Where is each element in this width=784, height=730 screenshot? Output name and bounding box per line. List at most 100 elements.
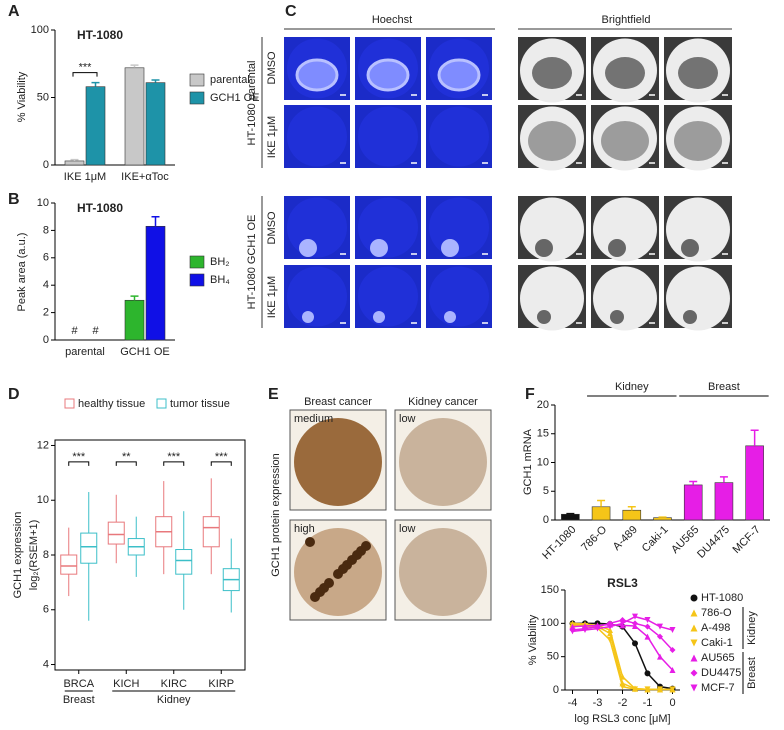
- y-tick-label: 5: [543, 485, 549, 497]
- x-tick-label: DU4475: [695, 524, 732, 561]
- point: [657, 633, 663, 640]
- legend-swatch: [189, 73, 205, 87]
- y-tick-label: 20: [537, 399, 549, 411]
- y-tick-label: 10: [37, 494, 49, 506]
- legend-marker: [690, 639, 698, 647]
- y-tick-label: 4: [43, 658, 49, 670]
- point: [657, 653, 663, 660]
- x-tick-label: KIRP: [208, 678, 234, 690]
- legend-swatch: [156, 398, 167, 409]
- point: [607, 630, 613, 637]
- spheroid: [535, 239, 553, 257]
- legend-marker: [690, 594, 698, 602]
- spheroid: [678, 57, 718, 89]
- y-tick-label: 0: [543, 514, 549, 526]
- x-tick-label: -3: [593, 697, 603, 709]
- well: [358, 106, 418, 167]
- x-tick-label: 0: [669, 697, 675, 709]
- legend-label: BH₂: [210, 256, 230, 268]
- well: [429, 106, 489, 167]
- point: [569, 628, 576, 635]
- point: [607, 623, 613, 630]
- spheroid: [601, 121, 649, 161]
- point: [619, 620, 626, 627]
- y-tick-label: 8: [43, 224, 49, 236]
- chart-title: HT-1080: [77, 201, 123, 215]
- y-tick-label: 10: [537, 456, 549, 468]
- spheroid: [373, 311, 385, 323]
- expression-level: low: [399, 523, 416, 535]
- bar: [622, 509, 642, 521]
- significance: ***: [79, 62, 93, 74]
- error-bar: [130, 64, 139, 68]
- point: [657, 623, 663, 630]
- group-label: Breast: [746, 657, 758, 689]
- spheroid: [528, 121, 576, 161]
- legend-swatch: [189, 273, 205, 287]
- bar: [653, 517, 672, 521]
- y-tick-label: 6: [43, 252, 49, 264]
- bar: [561, 513, 580, 521]
- fit-line: [572, 623, 674, 671]
- legend-label: DU4475: [701, 667, 741, 679]
- expression-level: medium: [294, 413, 333, 425]
- x-tick-label: MCF-7: [731, 524, 763, 556]
- box: [60, 554, 78, 575]
- stain: [361, 541, 371, 551]
- group-label: HT-1080 parental: [246, 61, 258, 146]
- well: [287, 106, 347, 167]
- y-tick-label: 8: [43, 549, 49, 561]
- y-axis-label: GCH1 mRNA: [522, 428, 534, 495]
- well: [666, 266, 730, 331]
- legend-swatch: [189, 91, 205, 105]
- panel-label: C: [285, 3, 297, 20]
- significance-bracket: [163, 461, 185, 466]
- bar: [145, 82, 166, 166]
- box: [107, 521, 125, 545]
- significance-bracket: [68, 461, 90, 466]
- well: [520, 266, 584, 331]
- legend-swatch: [189, 255, 205, 269]
- well: [358, 266, 418, 327]
- row-label: IKE 1μM: [266, 116, 278, 158]
- x-tick-label: GCH1 OE: [120, 346, 170, 358]
- well: [593, 266, 657, 331]
- x-tick-label: HT-1080: [540, 524, 578, 562]
- point: [644, 686, 651, 693]
- x-tick-label: 786-O: [579, 523, 609, 553]
- panel-label: F: [525, 386, 535, 403]
- bar: [745, 445, 764, 521]
- point: [632, 686, 638, 693]
- x-tick-label: IKE 1μM: [64, 171, 106, 183]
- spheroid: [681, 239, 699, 257]
- x-tick-label: KICH: [113, 678, 139, 690]
- row-label: DMSO: [266, 211, 278, 244]
- spheroid: [610, 310, 624, 324]
- point: [669, 647, 676, 653]
- point: [594, 625, 601, 632]
- bar: [145, 225, 166, 341]
- x-tick-label: IKE+αToc: [121, 171, 169, 183]
- point: [632, 613, 638, 620]
- significance: ***: [215, 451, 229, 463]
- row-label: IKE 1μM: [266, 276, 278, 318]
- x-tick-label: BRCA: [63, 678, 94, 690]
- y-tick-label: 15: [537, 428, 549, 440]
- legend-label: tumor tissue: [170, 398, 230, 410]
- x-axis-label: log RSL3 conc [μM]: [574, 713, 670, 725]
- error-bar: [566, 512, 575, 515]
- value-label: #: [92, 325, 99, 337]
- expression-level: high: [294, 523, 315, 535]
- significance-bracket: [210, 461, 232, 466]
- y-tick-label: 12: [37, 439, 49, 451]
- point: [607, 627, 613, 633]
- legend-label: healthy tissue: [78, 398, 145, 410]
- legend-marker: [690, 624, 698, 632]
- stain: [324, 578, 334, 588]
- x-tick-label: -1: [643, 697, 653, 709]
- panel-label: E: [268, 386, 279, 403]
- y-tick-label: 100: [541, 617, 559, 629]
- y-axis-label: log₂(RSEM+1): [28, 520, 40, 591]
- error-bar: [627, 506, 636, 511]
- panel-label: A: [8, 3, 20, 20]
